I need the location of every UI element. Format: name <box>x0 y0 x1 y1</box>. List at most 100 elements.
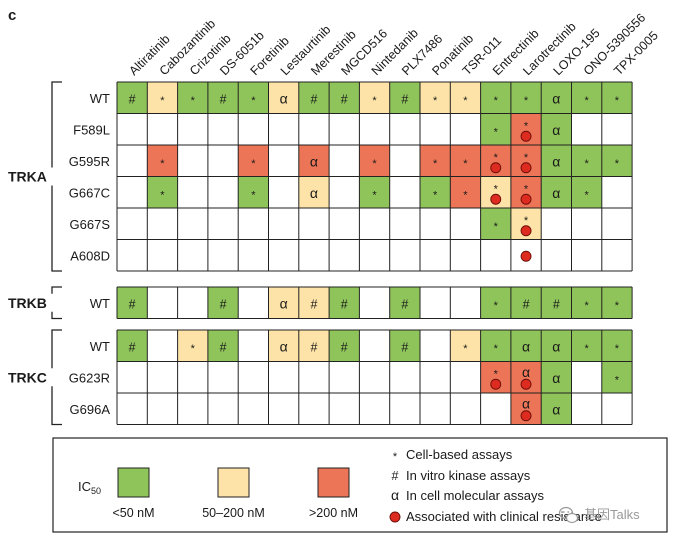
alpha-mark-trka-g667c-loxo-195: α <box>552 185 560 201</box>
alpha-mark-trkc-g623r-loxo-195: α <box>552 370 560 386</box>
star-mark-trka-g595r-tpx-0005: * <box>615 158 620 170</box>
cell-trka-wt-ono-5390556 <box>571 82 602 114</box>
cell-trkb-wt-altiratinib <box>117 287 148 319</box>
alpha-mark-trka-wt-loxo-195: α <box>552 90 560 106</box>
star-mark-trka-g667c-ponatinib: * <box>433 189 438 201</box>
cell-trka-wt-entrectinib <box>480 82 511 114</box>
hash-mark-trka-wt-plx7486: # <box>401 92 408 106</box>
cell-trkb-wt-merestinib <box>298 287 330 319</box>
cell-trka-wt-loxo-195 <box>541 82 572 114</box>
row-label-trkb-wt: WT <box>90 296 110 311</box>
cell-trkb-wt-lestaurtinib <box>268 287 299 319</box>
cell-trkc-wt-ono-5390556 <box>571 330 602 362</box>
star-mark-trka-g667s-larotrectinib: * <box>524 215 529 227</box>
resistance-dot-icon-trka-f589l-larotrectinib <box>520 130 532 142</box>
cell-trka-wt-tsr-011 <box>450 82 481 114</box>
row-label-trka-f589l: F589L <box>73 122 110 137</box>
star-mark-trkb-wt-entrectinib: * <box>494 300 499 312</box>
hash-mark-trka-wt-ds-6051b: # <box>220 92 227 106</box>
star-mark-trka-g595r-cabozantinib: * <box>160 158 165 170</box>
star-mark-trka-wt-tsr-011: * <box>463 95 468 107</box>
row-label-trkc-wt: WT <box>90 339 110 354</box>
cell-trka-wt-merestinib <box>298 82 330 114</box>
group-trkb: TRKB WT # # α # # # * # # * * <box>4 286 633 320</box>
alpha-mark-trka-g595r-merestinib: α <box>310 153 318 169</box>
cell-trka-wt-larotrectinib <box>510 82 542 114</box>
watermark-text: 基因Talks <box>584 507 640 522</box>
star-mark-trka-g595r-ono-5390556: * <box>585 158 590 170</box>
legend-swatch-high <box>317 467 350 498</box>
alpha-mark-trkc-wt-loxo-195: α <box>552 338 560 354</box>
hash-mark-trka-wt-mgcd516: # <box>341 92 348 106</box>
row-label-trka-g667c: G667C <box>69 185 110 200</box>
row-label-trkc-g696a: G696A <box>70 402 111 417</box>
cell-trkc-wt-ds-6051b <box>207 330 239 362</box>
target-groups: TRKA WT # * * # * α # # * # * * * * α * * F589L * * α G595R * * α *… <box>4 81 633 426</box>
alpha-mark-trka-f589l-loxo-195: α <box>552 122 560 138</box>
cell-trkc-wt-entrectinib <box>480 330 511 362</box>
cell-trka-wt-cabozantinib <box>147 82 178 114</box>
alpha-mark-trka-g667c-merestinib: α <box>310 185 318 201</box>
star-mark-trka-wt-foretinib: * <box>251 95 256 107</box>
cell-trka-g667s-entrectinib <box>480 208 511 240</box>
star-mark-trkc-wt-entrectinib: * <box>494 343 499 355</box>
hash-mark-trkc-wt-altiratinib: # <box>129 340 136 354</box>
grid-trka <box>116 81 633 272</box>
star-mark-trkc-g623r-tpx-0005: * <box>615 374 620 386</box>
alpha-mark-trka-g595r-loxo-195: α <box>552 153 560 169</box>
resistance-dot-icon-trka-g595r-larotrectinib <box>520 162 532 174</box>
star-mark-trka-f589l-larotrectinib: * <box>524 120 529 132</box>
cell-trka-f589l-entrectinib <box>480 113 511 145</box>
table-row-trka-wt: WT # * * # * α # # * # * * * * α * * <box>90 82 633 114</box>
cell-trka-g667c-ono-5390556 <box>571 176 602 208</box>
alpha-mark-trkc-wt-lestaurtinib: α <box>280 338 288 354</box>
legend-resistance-dot-icon <box>389 511 401 523</box>
cell-trkc-wt-tpx-0005 <box>601 330 633 362</box>
cell-trka-wt-lestaurtinib <box>268 82 299 114</box>
row-label-trka-g667s: G667S <box>70 217 111 232</box>
cell-trka-g595r-tpx-0005 <box>601 145 633 177</box>
legend-symbol-label-2: In cell molecular assays <box>406 488 544 503</box>
cell-trka-g667c-cabozantinib <box>147 176 178 208</box>
cell-trkc-wt-merestinib <box>298 330 330 362</box>
legend-ic50-subscript: 50 <box>91 486 101 496</box>
legend-frame <box>52 437 668 533</box>
cell-trkb-wt-larotrectinib <box>510 287 542 319</box>
resistance-dot-icon-trkc-g696a-larotrectinib <box>520 410 532 422</box>
hash-mark-trkb-wt-altiratinib: # <box>129 297 136 311</box>
star-mark-trkc-g623r-entrectinib: * <box>494 368 499 380</box>
star-mark-trka-g667c-ono-5390556: * <box>585 189 590 201</box>
cell-trka-g595r-foretinib <box>238 145 269 177</box>
star-mark-trka-wt-ono-5390556: * <box>585 95 590 107</box>
star-mark-trka-g595r-tsr-011: * <box>463 158 468 170</box>
grid-trkc <box>116 329 633 425</box>
hash-mark-trkc-wt-plx7486: # <box>401 340 408 354</box>
star-mark-trkb-wt-ono-5390556: * <box>585 300 590 312</box>
table-row-trka-g667c: G667C * * α * * * * * α * <box>69 176 602 208</box>
hash-mark-trka-wt-merestinib: # <box>310 92 317 106</box>
cell-trkc-wt-larotrectinib <box>510 330 542 362</box>
cell-trka-g595r-merestinib <box>298 145 330 177</box>
cell-trka-g595r-loxo-195 <box>541 145 572 177</box>
legend-symbol-label-1: In vitro kinase assays <box>406 468 531 483</box>
star-mark-trkc-wt-tsr-011: * <box>463 343 468 355</box>
group-label-trka: TRKA <box>8 169 47 185</box>
table-row-trkc-g623r: G623R * α α * <box>69 361 633 393</box>
resistance-dot-icon-trkc-g623r-larotrectinib <box>520 378 532 390</box>
cell-trka-g595r-cabozantinib <box>147 145 178 177</box>
hash-mark-trkb-wt-plx7486: # <box>401 297 408 311</box>
cell-trkc-g623r-loxo-195 <box>541 361 572 393</box>
star-mark-trka-g667s-entrectinib: * <box>494 221 499 233</box>
cell-trkc-wt-tsr-011 <box>450 330 481 362</box>
cell-trka-f589l-loxo-195 <box>541 113 572 145</box>
star-mark-trka-g595r-nintedanib: * <box>372 158 377 170</box>
legend-symbol-star: * <box>393 451 398 463</box>
star-mark-trka-wt-tpx-0005: * <box>615 95 620 107</box>
cell-trka-g667c-foretinib <box>238 176 269 208</box>
group-label-bg-trka <box>4 167 56 186</box>
cell-trkc-wt-mgcd516 <box>329 330 360 362</box>
star-mark-trka-g595r-foretinib: * <box>251 158 256 170</box>
cell-trka-wt-crizotinib <box>177 82 208 114</box>
table-row-trkb-wt: WT # # α # # # * # # * * <box>90 287 633 319</box>
